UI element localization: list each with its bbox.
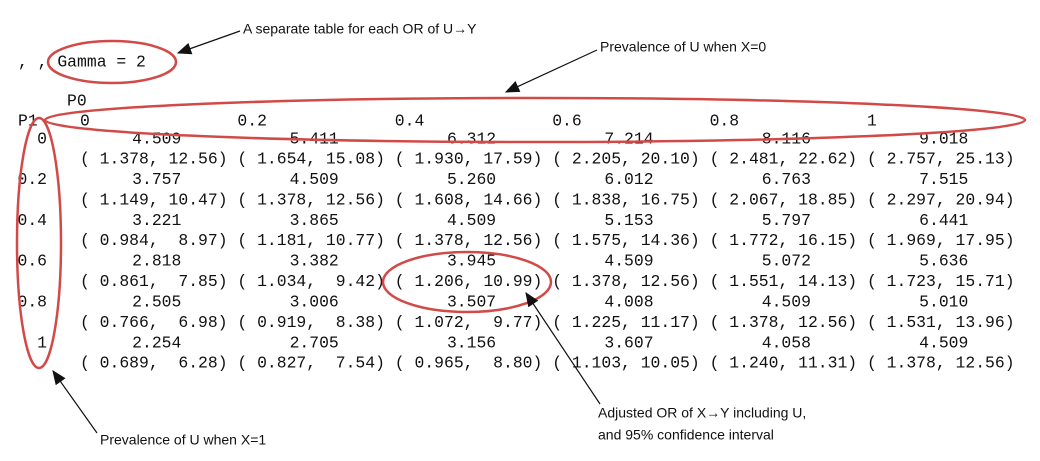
estimate: 4.509: [290, 170, 339, 189]
row-label: 0.6: [17, 252, 47, 271]
estimate: 5.072: [762, 252, 811, 271]
interval: ( 2.067, 18.85): [710, 190, 858, 209]
estimate: 7.515: [919, 170, 968, 189]
estimate: 6.012: [604, 170, 653, 189]
estimate: 3.006: [290, 293, 339, 312]
estimate: 4.509: [604, 252, 653, 271]
estimate: 6.312: [447, 129, 496, 148]
highlight: [46, 39, 178, 85]
estimate: 2.705: [290, 333, 339, 352]
column-header: 0.2: [237, 111, 267, 130]
arrow: [525, 292, 601, 405]
row-label: 0.4: [17, 211, 47, 230]
interval: ( 2.757, 25.13): [867, 150, 1015, 169]
interval: ( 0.689, 6.28): [80, 354, 228, 373]
estimate: 6.441: [919, 211, 968, 230]
interval: ( 0.984, 8.97): [80, 231, 228, 250]
row-label: 0: [37, 129, 47, 148]
interval: ( 1.969, 17.95): [867, 231, 1015, 250]
interval: ( 1.551, 14.13): [710, 272, 858, 291]
interval: ( 0.919, 8.38): [237, 313, 385, 332]
estimate: 3.507: [447, 293, 496, 312]
estimate: 4.509: [447, 211, 496, 230]
interval: ( 0.766, 6.98): [80, 313, 228, 332]
interval: ( 1.378, 12.56): [552, 272, 700, 291]
arrow: [176, 30, 241, 55]
col-dim: P0: [67, 91, 87, 110]
estimate: 3.156: [447, 333, 496, 352]
interval: ( 1.772, 16.15): [710, 231, 858, 250]
estimate: 5.636: [919, 252, 968, 271]
interval: ( 0.965, 8.80): [395, 354, 543, 373]
column-header: 0: [80, 111, 90, 130]
arrow: [504, 49, 598, 93]
interval: ( 1.608, 14.66): [395, 190, 543, 209]
interval: ( 1.378, 12.56): [395, 231, 543, 250]
interval: ( 1.531, 13.96): [867, 313, 1015, 332]
estimate: 6.763: [762, 170, 811, 189]
highlight: [381, 250, 553, 314]
estimate: 7.214: [604, 129, 653, 148]
estimate: 2.254: [132, 333, 181, 352]
row-label: 1: [37, 333, 47, 352]
interval: ( 1.240, 11.31): [710, 354, 858, 373]
interval: ( 0.861, 7.85): [80, 272, 228, 291]
estimate: 3.757: [132, 170, 181, 189]
column-header: 0.4: [395, 111, 425, 130]
estimate: 5.153: [604, 211, 653, 230]
interval: ( 1.378, 12.56): [237, 190, 385, 209]
estimate: 3.382: [290, 252, 339, 271]
interval: ( 1.034, 9.42): [237, 272, 385, 291]
interval: ( 1.654, 15.08): [237, 150, 385, 169]
estimate: 4.008: [604, 293, 653, 312]
estimate: 5.797: [762, 211, 811, 230]
highlight: [43, 96, 1027, 144]
row-label: 0.8: [17, 293, 47, 312]
table: 0 0.2 0.4 0.6 0.8 10 4.509 5.411 6.312 7.214 8.116…: [17, 111, 1014, 372]
interval: ( 2.297, 20.94): [867, 190, 1015, 209]
interval: ( 1.575, 14.36): [552, 231, 700, 250]
interval: ( 0.827, 7.54): [237, 354, 385, 373]
column-header: 1: [867, 111, 877, 130]
interval: ( 2.205, 20.10): [552, 150, 700, 169]
estimate: 4.509: [919, 333, 968, 352]
estimate: 3.865: [290, 211, 339, 230]
interval: ( 1.103, 10.05): [552, 354, 700, 373]
row-label: 0.2: [17, 170, 47, 189]
estimate: 5.010: [919, 293, 968, 312]
highlight: [15, 116, 63, 370]
column-header: 0.8: [710, 111, 740, 130]
interval: ( 1.225, 11.17): [552, 313, 700, 332]
estimate: 3.221: [132, 211, 181, 230]
annotation: Prevalence of U when X=0: [600, 39, 766, 55]
interval: ( 1.206, 10.99): [395, 272, 543, 291]
interval: ( 1.378, 12.56): [867, 354, 1015, 373]
annotation: and 95% confidence interval: [598, 427, 774, 443]
interval: ( 1.930, 17.59): [395, 150, 543, 169]
estimate: 3.607: [604, 333, 653, 352]
table-title: , , Gamma = 2: [18, 52, 146, 71]
estimate: 2.505: [132, 293, 181, 312]
annotation: A separate table for each OR of U→Y: [243, 21, 477, 37]
estimate: 2.818: [132, 252, 181, 271]
row-dim: P1: [18, 111, 38, 130]
arrow: [52, 370, 98, 434]
estimate: 5.260: [447, 170, 496, 189]
interval: ( 1.723, 15.71): [867, 272, 1015, 291]
interval: ( 2.481, 22.62): [710, 150, 858, 169]
annotation: Adjusted OR of X→Y including U,: [598, 405, 806, 421]
interval: ( 1.072, 9.77): [395, 313, 543, 332]
interval: ( 1.181, 10.77): [237, 231, 385, 250]
interval: ( 1.838, 16.75): [552, 190, 700, 209]
interval: ( 1.378, 12.56): [80, 150, 228, 169]
estimate: 3.945: [447, 252, 496, 271]
interval: ( 1.149, 10.47): [80, 190, 228, 209]
interval: ( 1.378, 12.56): [710, 313, 858, 332]
column-header: 0.6: [552, 111, 582, 130]
annotation: Prevalence of U when X=1: [100, 432, 266, 448]
estimate: 4.509: [762, 293, 811, 312]
estimate: 4.058: [762, 333, 811, 352]
